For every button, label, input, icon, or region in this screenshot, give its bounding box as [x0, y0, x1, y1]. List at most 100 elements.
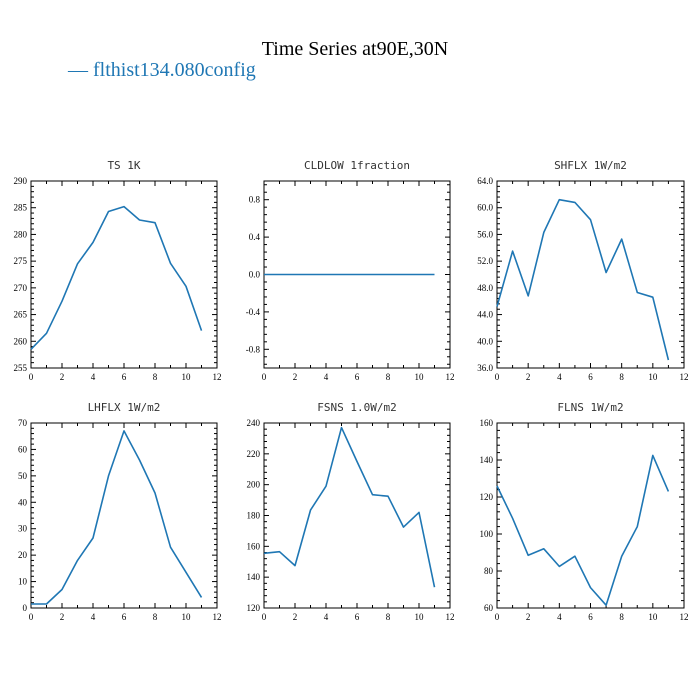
- chart-panels: TS 1K0 2 4 6 8 10 12255260265270275280285290CL…: [14, 159, 689, 622]
- x-tick-label: 4: [91, 372, 96, 382]
- y-tick-label: 60: [18, 444, 28, 454]
- x-tick-label: 2: [293, 612, 298, 622]
- data-point: [169, 546, 171, 548]
- data-point: [418, 273, 420, 275]
- data-point: [61, 300, 63, 302]
- plot-frame: [263, 422, 451, 609]
- data-point: [433, 586, 435, 588]
- y-tick-label: 220: [247, 449, 261, 459]
- data-point: [589, 586, 591, 588]
- y-tick-label: 0.0: [249, 270, 261, 280]
- data-point: [325, 485, 327, 487]
- data-point: [402, 273, 404, 275]
- chart-panel-5: FLNS 1W/m2 0 2 4 6 8 10 12 60 80 100 120 140 160: [480, 401, 689, 622]
- x-tick-label: 8: [619, 612, 624, 622]
- series-line: [31, 430, 203, 605]
- y-tick-label: 64.0: [477, 176, 493, 186]
- x-tick-label: 10: [182, 612, 192, 622]
- data-point: [558, 565, 560, 567]
- plot-frame: [496, 180, 685, 369]
- data-point: [652, 296, 654, 298]
- x-tick-label: 0: [29, 612, 34, 622]
- data-point: [30, 603, 32, 605]
- data-point: [605, 271, 607, 273]
- y-tick-label: 70: [18, 418, 28, 428]
- y-tick-label: 50: [18, 471, 28, 481]
- y-tick-label: 40: [18, 497, 28, 507]
- data-point: [574, 201, 576, 203]
- x-tick-label: 0: [262, 372, 267, 382]
- y-tick-label: 260: [14, 336, 28, 346]
- y-tick-label: 270: [14, 283, 28, 293]
- data-point: [294, 273, 296, 275]
- y-tick-label: 44.0: [477, 310, 493, 320]
- y-tick-label: 280: [14, 229, 28, 239]
- data-point: [92, 241, 94, 243]
- data-point: [263, 552, 265, 554]
- x-tick-label: 12: [446, 372, 455, 382]
- x-tick-label: 8: [386, 612, 391, 622]
- x-tick-label: 6: [355, 612, 360, 622]
- data-point: [511, 517, 513, 519]
- data-point: [154, 221, 156, 223]
- data-point: [340, 426, 342, 428]
- y-tick-label: 56.0: [477, 229, 493, 239]
- plot-frame: [30, 180, 218, 369]
- y-tick-label: 275: [14, 256, 28, 266]
- data-point: [107, 475, 109, 477]
- y-tick-label: 60: [484, 603, 494, 613]
- data-point: [418, 511, 420, 513]
- x-tick-label: 12: [446, 612, 455, 622]
- series-line: [263, 426, 436, 588]
- data-point: [154, 492, 156, 494]
- chart-panel-3: LHFLX 1W/m2 0 2 4 6 8 10 12 0 10 20 30 40 50 60 70: [18, 401, 222, 622]
- data-point: [309, 273, 311, 275]
- x-tick-label: 6: [122, 372, 127, 382]
- x-tick-label: 10: [415, 372, 425, 382]
- x-tick-label: 8: [153, 372, 158, 382]
- data-point: [138, 459, 140, 461]
- chart-title: FLNS 1W/m2: [557, 401, 623, 414]
- y-tick-label: 100: [480, 529, 494, 539]
- series-line: [496, 198, 670, 361]
- data-point: [45, 603, 47, 605]
- data-point: [107, 210, 109, 212]
- data-point: [496, 485, 498, 487]
- data-point: [652, 454, 654, 456]
- data-point: [620, 555, 622, 557]
- y-tick-label: 36.0: [477, 363, 493, 373]
- data-point: [123, 430, 125, 432]
- data-point: [605, 604, 607, 606]
- chart-title: CLDLOW 1fraction: [304, 159, 410, 172]
- y-tick-label: 52.0: [477, 256, 493, 266]
- x-tick-label: 2: [293, 372, 298, 382]
- x-tick-label: 0: [262, 612, 267, 622]
- y-tick-label: 140: [480, 455, 494, 465]
- data-point: [433, 273, 435, 275]
- data-point: [278, 273, 280, 275]
- x-tick-label: 10: [648, 372, 658, 382]
- x-tick-label: 6: [588, 372, 593, 382]
- data-point: [371, 493, 373, 495]
- series-line: [496, 454, 670, 607]
- x-tick-label: 10: [182, 372, 192, 382]
- y-tick-label: 60.0: [477, 203, 493, 213]
- x-tick-label: 4: [91, 612, 96, 622]
- y-tick-label: 120: [480, 492, 494, 502]
- y-tick-label: -0.4: [246, 307, 261, 317]
- y-tick-label: -0.8: [246, 344, 261, 354]
- plot-frame: [30, 422, 218, 609]
- data-point: [511, 250, 513, 252]
- data-point: [387, 273, 389, 275]
- x-tick-label: 10: [648, 612, 658, 622]
- data-point: [387, 495, 389, 497]
- data-point: [558, 199, 560, 201]
- data-point: [30, 348, 32, 350]
- data-point: [620, 238, 622, 240]
- x-tick-label: 0: [29, 372, 34, 382]
- y-tick-label: 140: [247, 572, 261, 582]
- x-tick-label: 6: [355, 372, 360, 382]
- data-point: [92, 537, 94, 539]
- y-tick-label: 160: [247, 541, 261, 551]
- data-point: [356, 460, 358, 462]
